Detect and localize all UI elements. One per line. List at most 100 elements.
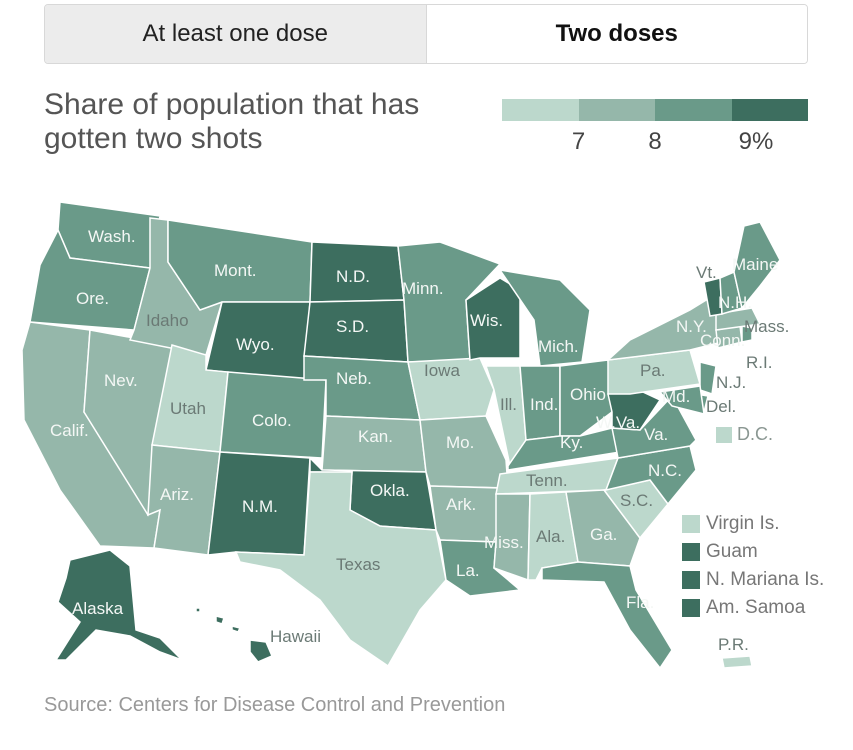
label-wyo: Wyo. — [236, 335, 275, 354]
territory-row[interactable]: Virgin Is. — [682, 510, 824, 538]
source-note: Source: Centers for Disease Control and … — [44, 694, 506, 716]
state-new-jersey[interactable] — [699, 361, 717, 395]
label-texas: Texas — [336, 555, 380, 574]
label-tenn: Tenn. — [526, 471, 568, 490]
label-vt: Vt. — [696, 263, 717, 282]
label-colo: Colo. — [252, 411, 292, 430]
territory-swatch — [682, 571, 700, 589]
label-miss: Miss. — [484, 533, 524, 552]
label-nm: N.M. — [242, 497, 278, 516]
state-iowa[interactable] — [407, 357, 495, 421]
label-ore: Ore. — [76, 289, 109, 308]
legend-tick: 8 — [648, 128, 662, 155]
state-kentucky[interactable] — [507, 427, 621, 471]
label-del: Del. — [706, 397, 736, 416]
state-michigan[interactable] — [498, 268, 591, 367]
state-wisconsin[interactable] — [465, 277, 521, 361]
state-maryland[interactable] — [658, 385, 705, 415]
label-nev: Nev. — [104, 371, 138, 390]
label-neb: Neb. — [336, 369, 372, 388]
label-fla: Fla. — [626, 593, 654, 612]
territory-row[interactable]: Am. Samoa — [682, 594, 824, 622]
label-conn: Conn. — [700, 331, 745, 350]
label-mont: Mont. — [214, 261, 257, 280]
dc-swatch[interactable] — [716, 426, 732, 443]
island-hawaii-small — [195, 607, 242, 633]
state-florida[interactable] — [541, 561, 673, 670]
label-mich: Mich. — [538, 337, 579, 356]
label-sc: S.C. — [620, 491, 653, 510]
dc-label: D.C. — [737, 424, 773, 444]
label-pa: Pa. — [640, 361, 666, 380]
label-ind: Ind. — [530, 395, 558, 414]
label-mass: Mass. — [744, 317, 789, 336]
label-pr: P.R. — [718, 635, 749, 654]
label-okla: Okla. — [370, 481, 410, 500]
label-wis: Wis. — [470, 311, 503, 330]
state-hawaii[interactable] — [249, 639, 273, 663]
state-rhode-island[interactable] — [741, 325, 753, 343]
state-georgia[interactable] — [565, 489, 641, 567]
label-ga: Ga. — [590, 525, 617, 544]
label-utah: Utah — [170, 399, 206, 418]
territory-swatch — [682, 543, 700, 561]
dc-legend: D.C. — [716, 424, 773, 445]
label-ky: Ky. — [560, 433, 583, 452]
legend-swatch — [655, 99, 732, 121]
label-iowa: Iowa — [424, 361, 460, 380]
label-ark: Ark. — [446, 495, 476, 514]
label-ala: Ala. — [536, 527, 565, 546]
territory-row[interactable]: Guam — [682, 538, 824, 566]
us-map: Wash. Ore. Calif. Nev. Idaho Mont. Wyo. … — [21, 201, 789, 670]
label-ill: Ill. — [500, 395, 517, 414]
territory-swatch — [682, 599, 700, 617]
label-wva: W.Va. — [596, 413, 640, 432]
state-missouri[interactable] — [419, 415, 509, 489]
territory-row[interactable]: N. Mariana Is. — [682, 566, 824, 594]
label-ohio: Ohio — [570, 385, 606, 404]
state-alaska[interactable] — [54, 549, 183, 661]
label-kan: Kan. — [358, 427, 393, 446]
state-mississippi[interactable] — [493, 493, 531, 582]
territory-label: Virgin Is. — [706, 513, 780, 534]
label-hawaii: Hawaii — [270, 627, 321, 646]
territory-puerto-rico[interactable] — [721, 655, 753, 669]
state-massachusetts[interactable] — [715, 307, 762, 331]
label-maine: Maine — [732, 255, 778, 274]
label-idaho: Idaho — [146, 311, 189, 330]
label-nd: N.D. — [336, 267, 370, 286]
territory-label: N. Mariana Is. — [706, 569, 825, 590]
label-ri: R.I. — [746, 353, 772, 372]
label-va: Va. — [644, 425, 668, 444]
legend-swatch — [502, 99, 579, 121]
label-ariz: Ariz. — [160, 485, 194, 504]
legend-swatch — [578, 99, 655, 121]
label-minn: Minn. — [402, 279, 444, 298]
legend-swatch — [731, 99, 808, 121]
territory-label: Am. Samoa — [706, 597, 806, 618]
color-legend: 7 8 9% — [502, 99, 808, 161]
dose-toggle: At least one dose Two doses — [44, 4, 808, 64]
state-colorado[interactable] — [219, 371, 327, 459]
label-ny: N.Y. — [676, 317, 707, 336]
label-nc: N.C. — [648, 461, 682, 480]
state-texas[interactable] — [234, 471, 447, 668]
territory-swatch — [682, 515, 700, 533]
label-alaska: Alaska — [72, 599, 124, 618]
tab-at-least-one-dose[interactable]: At least one dose — [45, 5, 427, 63]
territories-legend: Virgin Is. Guam N. Mariana Is. Am. Samoa — [682, 510, 824, 622]
legend-bar — [502, 99, 808, 121]
label-la: La. — [456, 561, 480, 580]
label-sd: S.D. — [336, 317, 369, 336]
state-maine[interactable] — [733, 221, 781, 310]
label-wash: Wash. — [88, 227, 136, 246]
label-md: Md. — [662, 387, 690, 406]
territory-label: Guam — [706, 541, 758, 562]
state-ohio[interactable] — [559, 359, 613, 437]
tab-two-doses[interactable]: Two doses — [426, 5, 807, 63]
label-nh: N.H. — [718, 293, 752, 312]
legend-tick: 9% — [738, 128, 774, 155]
label-nj: N.J. — [716, 373, 746, 392]
map-title: Share of population that has gotten two … — [44, 88, 420, 155]
label-calif: Calif. — [50, 421, 89, 440]
